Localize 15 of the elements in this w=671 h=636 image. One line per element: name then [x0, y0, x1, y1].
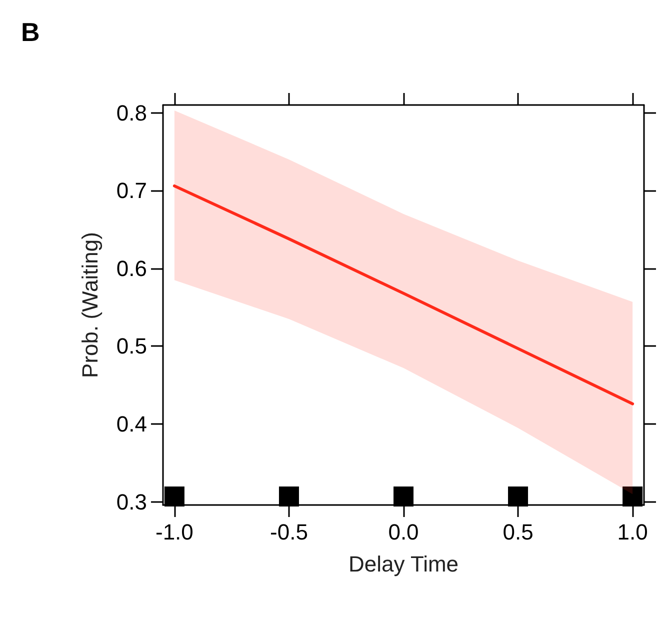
x-tick-label: -1.0: [155, 520, 194, 544]
line-series: [172, 184, 634, 406]
y-axis-title: Prob. (Waiting): [78, 232, 102, 378]
x-tick-label: -0.5: [270, 520, 308, 544]
y-tick-label: 0.3: [116, 489, 147, 514]
x-axis-title: Delay Time: [348, 552, 459, 576]
x-tick-label: 0.0: [388, 520, 419, 544]
y-tick-label: 0.4: [116, 412, 147, 437]
y-tick-label: 0.7: [116, 178, 147, 204]
chart-title: B: [21, 17, 40, 47]
x-tick-label: 0.5: [502, 520, 534, 544]
y-tick-label: 0.5: [116, 334, 147, 359]
x-tick-label: 1.0: [617, 520, 648, 544]
y-tick-label: 0.8: [116, 100, 147, 126]
y-tick-label: 0.6: [116, 256, 147, 281]
